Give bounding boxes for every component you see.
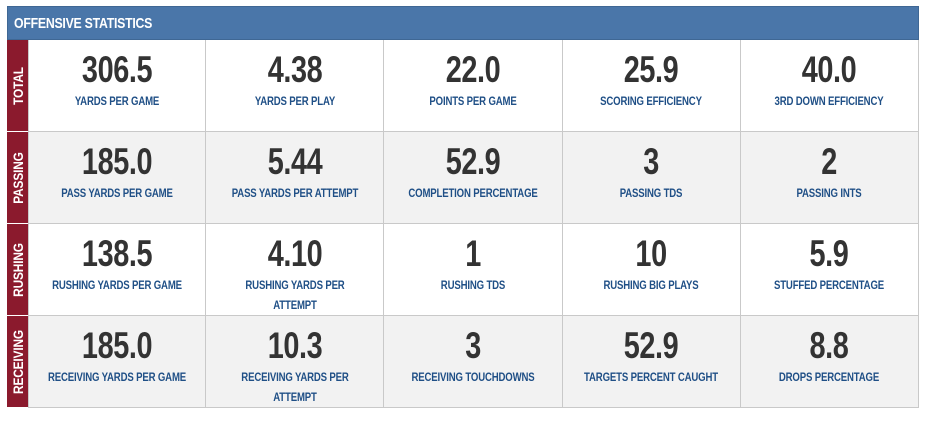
stat-label: SCORING EFFICIENCY (600, 94, 702, 108)
row-label-total: TOTAL (7, 40, 28, 132)
stat-label: TARGETS PERCENT CAUGHT (584, 370, 719, 384)
stat-value: 3 (643, 141, 659, 182)
stat-label: RUSHING YARDS PER GAME (52, 278, 183, 292)
stat-cell: 5.9 STUFFED PERCENTAGE (740, 224, 919, 316)
stat-cell: 22.0 POINTS PER GAME (384, 40, 563, 132)
stat-label: COMPLETION PERCENTAGE (408, 186, 538, 200)
stat-value: 8.8 (809, 325, 849, 366)
stat-value: 5.9 (809, 233, 849, 274)
stat-label: RUSHING BIG PLAYS (603, 278, 699, 292)
stat-label: PASS YARDS PER ATTEMPT (231, 186, 359, 200)
stat-value: 5.44 (267, 141, 323, 182)
stat-cell: 10 RUSHING BIG PLAYS (562, 224, 741, 316)
stat-cell: 306.5 YARDS PER GAME (28, 40, 207, 132)
stat-value: 185.0 (81, 141, 153, 182)
stat-value: 25.9 (623, 49, 679, 90)
stat-value: 10 (635, 233, 667, 274)
stat-cell: 40.0 3RD DOWN EFFICIENCY (740, 40, 919, 132)
stat-label: DROPS PERCENTAGE (779, 370, 880, 384)
stat-cell: 1 RUSHING TDS (384, 224, 563, 316)
stat-value: 4.38 (267, 49, 323, 90)
stat-label: YARDS PER PLAY (254, 94, 335, 108)
stat-cell: 4.10 RUSHING YARDS PER ATTEMPT (206, 224, 385, 316)
row-label-rushing: RUSHING (7, 224, 28, 316)
stat-value: 3 (465, 325, 481, 366)
stat-cell: 3 RECEIVING TOUCHDOWNS (384, 316, 563, 408)
stat-cell: 185.0 RECEIVING YARDS PER GAME (28, 316, 207, 408)
stat-value: 2 (821, 141, 838, 182)
row-label-receiving: RECEIVING (7, 316, 28, 408)
stat-value: 10.3 (267, 325, 323, 366)
stat-value: 4.10 (267, 233, 323, 274)
stats-row-receiving: RECEIVING 185.0 RECEIVING YARDS PER GAME … (7, 316, 919, 408)
stat-label: RECEIVING YARDS PER ATTEMPT (241, 370, 349, 404)
stat-label: RUSHING TDS (440, 278, 506, 292)
stat-value: 52.9 (445, 141, 501, 182)
stats-grid: TOTAL 306.5 YARDS PER GAME 4.38 YARDS PER … (7, 40, 919, 408)
stat-value: 1 (465, 233, 481, 274)
stat-cell: 8.8 DROPS PERCENTAGE (740, 316, 919, 408)
stat-value: 22.0 (445, 49, 501, 90)
stat-cell: 52.9 TARGETS PERCENT CAUGHT (562, 316, 741, 408)
stat-label: 3RD DOWN EFFICIENCY (774, 94, 884, 108)
stat-value: 52.9 (623, 325, 679, 366)
stat-cell: 25.9 SCORING EFFICIENCY (562, 40, 741, 132)
stats-row-rushing: RUSHING 138.5 RUSHING YARDS PER GAME 4.10… (7, 224, 919, 316)
stat-cell: 4.38 YARDS PER PLAY (206, 40, 385, 132)
stat-cell: 52.9 COMPLETION PERCENTAGE (384, 132, 563, 224)
stat-value: 185.0 (81, 325, 153, 366)
stat-cell: 2 PASSING INTS (740, 132, 919, 224)
panel-header: OFFENSIVE STATISTICS (7, 6, 919, 40)
stat-label: STUFFED PERCENTAGE (774, 278, 885, 292)
stats-row-passing: PASSING 185.0 PASS YARDS PER GAME 5.44 PAS… (7, 132, 919, 224)
stat-label: RECEIVING YARDS PER GAME (48, 370, 187, 384)
row-label-passing: PASSING (7, 132, 28, 224)
stat-cell: 185.0 PASS YARDS PER GAME (28, 132, 207, 224)
offensive-statistics-panel: OFFENSIVE STATISTICS TOTAL 306.5 YARDS PE… (7, 6, 919, 411)
stat-cell: 138.5 RUSHING YARDS PER GAME (28, 224, 207, 316)
stat-label: YARDS PER GAME (74, 94, 160, 108)
stat-cell: 10.3 RECEIVING YARDS PER ATTEMPT (206, 316, 385, 408)
stat-value: 138.5 (81, 233, 153, 274)
stat-label: RECEIVING TOUCHDOWNS (411, 370, 535, 384)
panel-title: OFFENSIVE STATISTICS (14, 14, 153, 32)
stats-row-total: TOTAL 306.5 YARDS PER GAME 4.38 YARDS PER … (7, 40, 919, 132)
stat-label: RUSHING YARDS PER ATTEMPT (245, 278, 345, 312)
stat-value: 306.5 (81, 49, 153, 90)
stat-cell: 3 PASSING TDS (562, 132, 741, 224)
stat-cell: 5.44 PASS YARDS PER ATTEMPT (206, 132, 385, 224)
stat-label: PASS YARDS PER GAME (61, 186, 173, 200)
stat-label: POINTS PER GAME (429, 94, 517, 108)
stat-label: PASSING TDS (619, 186, 683, 200)
stat-value: 40.0 (802, 49, 857, 90)
stat-label: PASSING INTS (796, 186, 862, 200)
